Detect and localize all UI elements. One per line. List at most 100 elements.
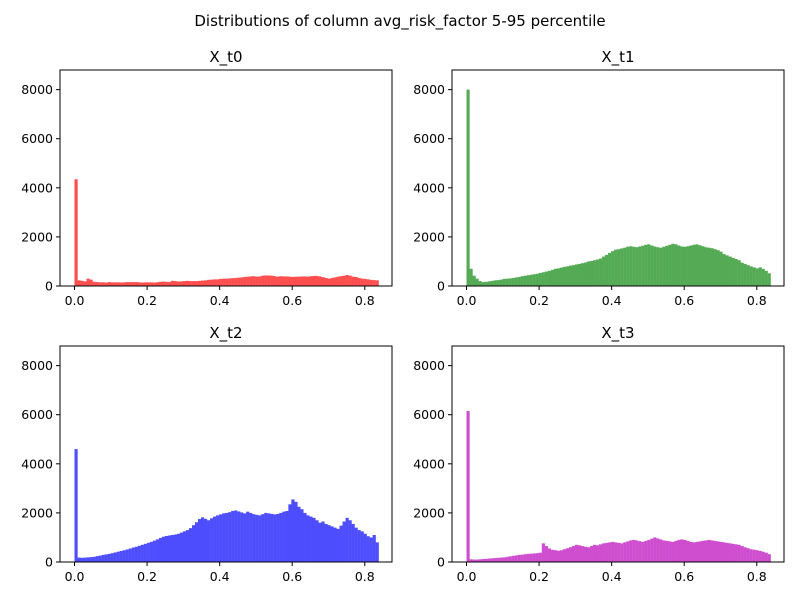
histogram-bar <box>134 282 138 286</box>
histogram-bar <box>535 273 539 286</box>
histogram-bar <box>288 504 292 562</box>
histogram-bar <box>653 246 657 286</box>
histogram-bar <box>137 545 141 562</box>
histogram-bar <box>185 280 190 286</box>
histogram-bar <box>695 541 699 562</box>
histogram-bar <box>614 249 618 286</box>
histogram-bar <box>650 538 654 562</box>
x-tick-label: 0.8 <box>355 293 375 308</box>
histogram-bar <box>505 278 509 286</box>
histogram-bar <box>752 549 756 562</box>
histogram-bar <box>372 280 376 286</box>
histogram-bar <box>493 558 497 562</box>
histogram-bar <box>357 277 361 286</box>
histogram-bar <box>366 279 370 286</box>
histogram-bar <box>641 245 645 286</box>
histogram-bar <box>231 278 235 286</box>
histogram-bar <box>605 254 609 286</box>
histogram-bar <box>261 275 265 286</box>
histogram-bar <box>300 276 304 286</box>
histogram-bar <box>101 282 105 286</box>
histogram-bar <box>704 247 708 286</box>
x-tick-label: 0.2 <box>137 293 157 308</box>
histogram-bar <box>252 514 256 562</box>
histogram-bars <box>466 89 771 286</box>
histogram-bar <box>155 282 159 286</box>
histogram-bar <box>608 252 612 286</box>
histogram-bar <box>210 518 214 562</box>
histogram-bar <box>487 281 491 286</box>
histogram-bar <box>291 276 295 286</box>
histogram-bar <box>297 506 301 562</box>
x-tick-label: 0.0 <box>65 569 85 584</box>
histogram-bar <box>565 548 570 562</box>
histogram-bar <box>740 262 744 286</box>
histogram-bar <box>170 535 175 562</box>
histogram-bar <box>312 517 316 562</box>
histogram-bar <box>580 546 585 562</box>
histogram-bar <box>752 267 756 286</box>
histogram-bar <box>508 278 512 286</box>
histogram-bar <box>475 559 479 562</box>
histogram-bar <box>128 548 132 562</box>
histogram-bar <box>125 282 129 286</box>
histogram-bar <box>472 275 476 286</box>
histogram-bar <box>354 276 358 286</box>
histogram-bar <box>110 282 114 286</box>
histogram-bar <box>568 547 573 562</box>
histogram-bar <box>520 276 524 286</box>
histogram-bar <box>339 525 343 562</box>
histogram-bar <box>143 282 147 286</box>
histogram-bar <box>562 266 567 286</box>
histogram-bar <box>725 542 729 562</box>
y-tick-label: 4000 <box>21 456 53 471</box>
histogram-bar <box>755 550 759 562</box>
histogram-bar <box>707 539 711 562</box>
histogram-bar <box>502 278 506 286</box>
histogram-bar <box>321 521 325 562</box>
histogram-bar <box>89 279 93 286</box>
histogram-bar <box>309 276 313 286</box>
histogram-bar <box>119 282 123 286</box>
histogram-bar <box>746 265 750 286</box>
histogram-bar <box>342 521 346 562</box>
histogram-bar <box>152 540 156 562</box>
histogram-bar <box>369 279 373 286</box>
histogram-bar <box>719 251 723 286</box>
histogram-bar <box>656 538 660 562</box>
histogram-bar <box>258 276 262 286</box>
histogram-bar <box>167 535 172 562</box>
histogram-bar <box>514 555 518 562</box>
histogram-bar <box>210 279 214 286</box>
histogram-bar <box>653 537 657 562</box>
histogram-bar <box>149 541 153 562</box>
y-tick-label: 8000 <box>21 82 53 97</box>
histogram-bar <box>520 554 524 562</box>
histogram-bar <box>553 550 558 562</box>
histogram-bar <box>176 533 181 562</box>
histogram-bar <box>713 249 717 286</box>
histogram-bar <box>644 244 648 286</box>
histogram-bar <box>83 557 87 562</box>
histogram-bar <box>556 268 561 286</box>
histogram-bar <box>523 554 527 562</box>
histogram-bar <box>490 280 494 286</box>
histogram-bar <box>146 282 150 286</box>
histogram-bar <box>556 550 561 562</box>
histogram-bar <box>577 263 582 286</box>
histogram-bar <box>583 262 588 286</box>
histogram-bar <box>475 278 479 286</box>
histogram-bars <box>74 449 379 562</box>
histogram-bar <box>264 275 268 286</box>
histogram-bar <box>333 527 337 562</box>
histogram-bar <box>158 281 162 286</box>
histogram-bar <box>523 275 527 286</box>
histogram-bar <box>252 276 256 286</box>
x-tick-label: 0.8 <box>355 569 375 584</box>
histogram-bar <box>119 550 123 562</box>
y-tick-label: 2000 <box>413 229 445 244</box>
histogram-bar <box>182 281 187 286</box>
histogram-bar <box>571 546 576 562</box>
histogram-bar <box>348 520 352 562</box>
histogram-bar <box>544 546 548 562</box>
